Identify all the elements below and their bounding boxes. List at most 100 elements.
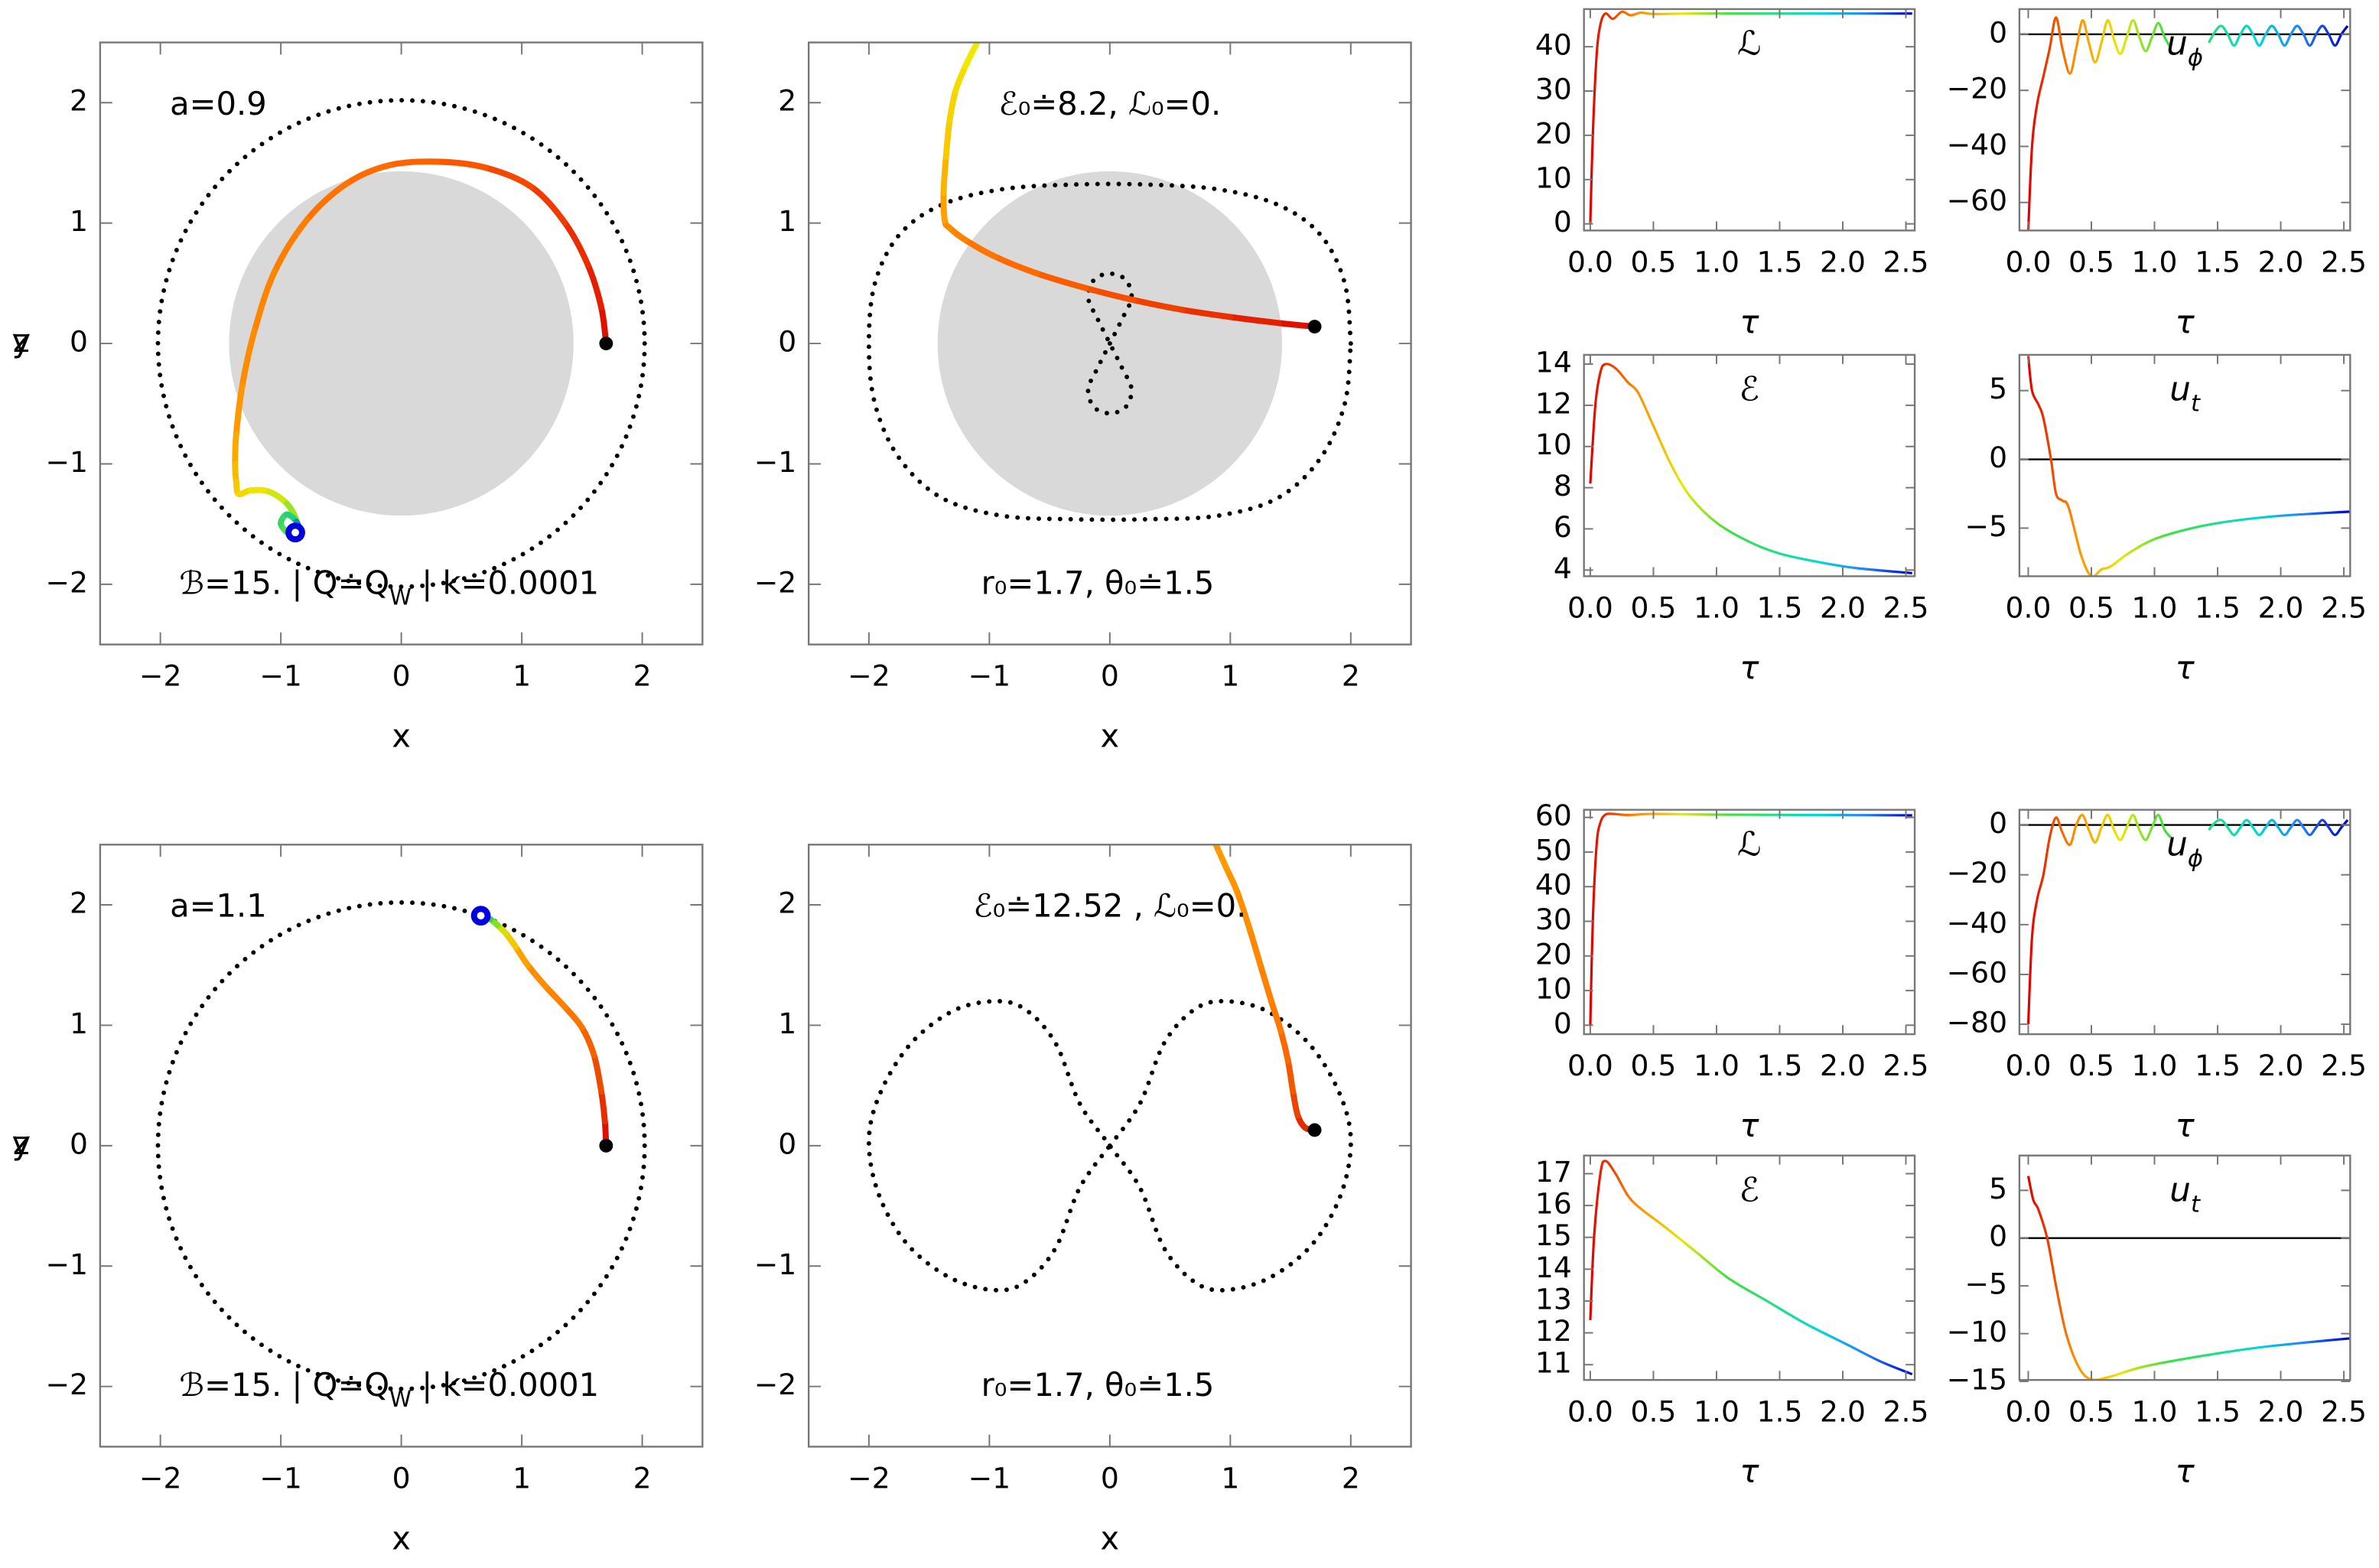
trajectory-segment bbox=[1284, 1058, 1297, 1095]
x-tick-label: 1.0 bbox=[1694, 591, 1740, 625]
trajectory-segment bbox=[598, 1088, 608, 1125]
plot-area bbox=[155, 899, 647, 1391]
y-tick-label: −1 bbox=[46, 445, 89, 479]
text-part: u bbox=[2166, 24, 2188, 63]
frame bbox=[2018, 1154, 2351, 1381]
trajectory-segment bbox=[482, 164, 535, 190]
y-tick-label: 30 bbox=[1535, 73, 1572, 106]
frame bbox=[2018, 353, 2351, 577]
y-tick-label: 60 bbox=[1535, 799, 1572, 832]
x-tick-label: 2 bbox=[1342, 1462, 1360, 1495]
y-tick-label: 11 bbox=[1535, 1346, 1572, 1380]
text-part: a=1.1 bbox=[170, 887, 267, 925]
end-point-center bbox=[477, 912, 485, 920]
start-point bbox=[599, 1138, 613, 1153]
y-tick-label: 12 bbox=[1535, 386, 1572, 420]
y-tick-label: 14 bbox=[1535, 1251, 1572, 1284]
x-tick-label: 1.0 bbox=[1694, 1394, 1740, 1428]
plot-area bbox=[1589, 363, 1912, 574]
y-tick-label: 8 bbox=[1554, 469, 1572, 503]
x-tick-label: 1.5 bbox=[2195, 1049, 2241, 1082]
trajectory-segment bbox=[239, 328, 258, 389]
trajectory-segment bbox=[304, 180, 350, 223]
panel-title: ℒ bbox=[1737, 24, 1761, 63]
x-tick-label: −1 bbox=[259, 659, 302, 693]
annotation: r₀=1.7, θ₀≐1.5 bbox=[981, 1366, 1215, 1404]
trajectory-segment bbox=[525, 961, 549, 991]
x-tick-label: 1.0 bbox=[2132, 245, 2178, 278]
trajectory-segment bbox=[940, 154, 949, 197]
x-tick-label: 1.0 bbox=[2132, 591, 2178, 625]
series-line bbox=[1589, 10, 1912, 224]
y-tick-label: 40 bbox=[1535, 868, 1572, 902]
trajectory-segment bbox=[561, 220, 591, 268]
series-line bbox=[1589, 1160, 1913, 1376]
x-tick-label: 0.0 bbox=[1567, 245, 1613, 278]
text-part: ϕ bbox=[2188, 44, 2203, 71]
x-tick-label: 2.5 bbox=[2321, 1394, 2367, 1428]
panel-title: ut bbox=[2169, 371, 2201, 418]
y-tick-label: −20 bbox=[1947, 72, 2007, 106]
trajectory-segment bbox=[251, 268, 278, 335]
y-tick-label: 13 bbox=[1535, 1282, 1572, 1316]
x-tick-label: 1.0 bbox=[2132, 1394, 2178, 1428]
trajectory-segment bbox=[940, 190, 949, 224]
start-point bbox=[599, 337, 613, 350]
x-tick-label: 0 bbox=[392, 1462, 411, 1495]
text-part: ℬ=15. | Q≐Q bbox=[179, 1366, 389, 1404]
trajectory-segment bbox=[952, 63, 968, 94]
x-tick-label: 1.5 bbox=[1757, 591, 1803, 625]
x-tick-label: 1.5 bbox=[2195, 591, 2241, 625]
trajectory-segment bbox=[1257, 961, 1274, 1004]
y-tick-label: −1 bbox=[46, 1248, 89, 1281]
trajectory-segment bbox=[992, 253, 1041, 277]
y-tick-label: 1 bbox=[70, 1007, 88, 1040]
x-tick-label: 1.5 bbox=[2195, 245, 2241, 278]
x-axis-label: τ bbox=[2176, 1107, 2195, 1144]
y-tick-label: 0 bbox=[70, 1127, 88, 1160]
boundary-circle bbox=[155, 98, 647, 590]
x-tick-label: 1.5 bbox=[1757, 1049, 1803, 1082]
y-axis-label: z bbox=[13, 1124, 30, 1162]
x-tick-label: 1 bbox=[1221, 659, 1239, 693]
x-tick-label: 2.0 bbox=[1820, 1394, 1866, 1428]
y-tick-label: 0 bbox=[1989, 806, 2007, 840]
frame bbox=[1583, 8, 1916, 232]
panel-title: ℰ bbox=[1740, 371, 1759, 409]
x-axis-label: τ bbox=[2176, 649, 2195, 686]
trajectory-segment bbox=[1082, 285, 1137, 304]
x-tick-label: 0.5 bbox=[1631, 1394, 1677, 1428]
y-tick-label: −80 bbox=[1947, 1006, 2007, 1039]
y-tick-label: −5 bbox=[1965, 1267, 2008, 1301]
text-part: W bbox=[389, 584, 412, 610]
trajectory-segment bbox=[1131, 297, 1186, 313]
trajectory-segment bbox=[265, 488, 290, 507]
y-tick-label: 0 bbox=[1989, 1219, 2007, 1253]
x-tick-label: 0.5 bbox=[2068, 1394, 2114, 1428]
text-part: r₀=1.7, θ₀≐1.5 bbox=[981, 564, 1215, 601]
y-tick-label: 2 bbox=[778, 84, 796, 118]
boundary-curve bbox=[866, 181, 1353, 522]
x-tick-label: 2.0 bbox=[2258, 1394, 2304, 1428]
x-tick-label: 0 bbox=[1101, 659, 1119, 693]
annotation: ℰ₀≐8.2, ℒ₀=0. bbox=[998, 85, 1221, 122]
y-tick-label: 2 bbox=[778, 886, 796, 920]
x-tick-label: 0.5 bbox=[1631, 245, 1677, 278]
x-tick-label: 1.5 bbox=[2195, 1394, 2241, 1428]
trajectory-segment bbox=[591, 1052, 605, 1095]
x-tick-label: 0.0 bbox=[1567, 1049, 1613, 1082]
y-tick-label: 4 bbox=[1554, 551, 1572, 585]
series-line bbox=[2026, 1176, 2351, 1381]
text-part: t bbox=[2191, 1191, 2201, 1218]
x-tick-label: 2.5 bbox=[1883, 1394, 1929, 1428]
x-axis-label: x bbox=[1101, 717, 1120, 755]
text-part: ℰ bbox=[1740, 1171, 1759, 1209]
y-tick-label: 2 bbox=[70, 84, 88, 118]
trajectory-segment bbox=[946, 87, 959, 124]
y-tick-label: 0 bbox=[1554, 1007, 1572, 1040]
text-part: | k=0.0001 bbox=[412, 1366, 599, 1404]
x-tick-label: 2.0 bbox=[1820, 591, 1866, 625]
x-tick-label: 1.0 bbox=[1694, 1049, 1740, 1082]
panel-title: uϕ bbox=[2166, 825, 2203, 872]
